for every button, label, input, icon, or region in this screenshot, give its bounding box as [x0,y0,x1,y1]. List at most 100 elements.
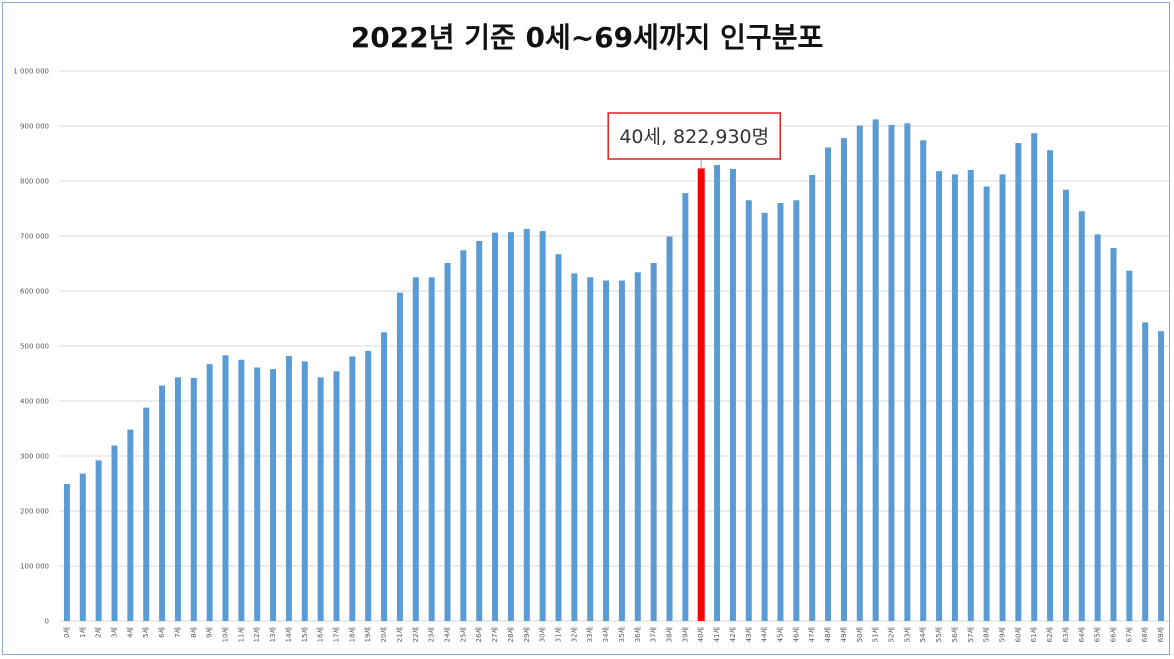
x-tick-label: 45세 [776,627,785,642]
bar [872,119,879,622]
bar [571,273,578,621]
x-tick-label: 68세 [1140,627,1149,642]
bar [825,147,832,621]
x-axis-ticks: 0세 1세 2세 3세 4세 5세 6세 7세 8세 9세 10세 11세 12세 13세 14세 15세 16… [62,627,1165,642]
x-tick-label: 8세 [189,627,198,638]
y-axis-ticks: 0 100 000 200 000 300 000 400 000 500 000 600 … [13,68,49,626]
x-tick-label: 42세 [728,627,737,642]
x-tick-label: 52세 [887,627,896,642]
bar [967,170,974,621]
x-tick-label: 23세 [427,627,436,642]
x-tick-label: 31세 [554,627,563,642]
x-tick-label: 25세 [458,627,467,642]
bar [159,385,166,621]
x-tick-label: 69세 [1156,627,1165,642]
x-tick-label: 10세 [221,627,230,642]
bar [492,232,499,621]
x-tick-label: 29세 [522,627,531,642]
x-tick-label: 19세 [363,627,372,642]
x-tick-label: 33세 [585,627,594,642]
x-tick-label: 37세 [649,627,658,642]
x-tick-label: 9세 [205,627,214,638]
bar [793,200,800,621]
y-tick-label: 0 [45,618,49,626]
bar [729,168,736,621]
bar [634,272,641,621]
x-tick-label: 36세 [633,627,642,642]
bar [1015,143,1022,622]
y-tick-label: 200 000 [20,508,49,516]
x-tick-label: 64세 [1077,627,1086,642]
bar [539,231,546,622]
x-tick-label: 49세 [839,627,848,642]
bar [682,193,689,621]
bar [920,140,927,622]
bar [333,371,340,621]
x-tick-label: 13세 [268,627,277,642]
bar [79,473,86,621]
bar [936,171,943,621]
y-tick-label: 600 000 [20,288,49,296]
bar [1110,248,1117,621]
bar [507,232,514,621]
bar [1078,211,1085,621]
x-tick-label: 15세 [300,627,309,642]
bar [745,200,752,621]
x-tick-label: 1세 [78,627,87,638]
bar [127,429,134,621]
bar [983,186,990,621]
y-tick-label: 100 000 [20,563,49,571]
annotation-callout: 40세, 822,930명 [607,112,781,169]
x-tick-label: 28세 [506,627,515,642]
bar [587,277,594,621]
bar [761,212,768,621]
x-tick-label: 60세 [1013,627,1022,642]
x-tick-label: 17세 [332,627,341,642]
bar [222,355,229,621]
chart-title: 2022년 기준 0세~69세까지 인구분포 [351,21,823,54]
bar [381,332,388,621]
bar [476,240,483,621]
x-tick-label: 27세 [490,627,499,642]
x-tick-label: 40세 [696,627,705,642]
bar [904,123,911,621]
bar [777,203,784,621]
bar [238,359,245,621]
x-tick-label: 62세 [1045,627,1054,642]
x-tick-label: 14세 [284,627,293,642]
bar [1047,150,1054,621]
x-tick-label: 66세 [1109,627,1118,642]
bar [174,377,181,621]
bar [143,407,150,621]
x-tick-label: 59세 [998,627,1007,642]
bar [1031,133,1038,621]
x-tick-label: 30세 [538,627,547,642]
bar [349,356,356,621]
x-tick-label: 53세 [902,627,911,642]
bar [714,165,721,622]
x-tick-label: 39세 [680,627,689,642]
x-tick-label: 0세 [62,627,71,638]
x-tick-label: 18세 [347,627,356,642]
x-tick-label: 4세 [125,627,134,638]
x-tick-label: 12세 [252,627,261,642]
bar [412,277,419,621]
bar-highlight [697,168,705,622]
bar [1094,234,1101,621]
bar [254,367,261,621]
x-tick-label: 44세 [760,627,769,642]
bar [285,355,292,621]
x-tick-label: 56세 [950,627,959,642]
y-tick-label: 500 000 [20,343,49,351]
bar [95,460,102,621]
x-tick-label: 54세 [918,627,927,642]
y-tick-label: 300 000 [20,453,49,461]
x-tick-label: 35세 [617,627,626,642]
bar [190,377,197,621]
x-tick-label: 24세 [443,627,452,642]
x-tick-label: 51세 [871,627,880,642]
bar [999,174,1006,621]
x-tick-label: 7세 [173,627,182,638]
x-tick-label: 57세 [966,627,975,642]
